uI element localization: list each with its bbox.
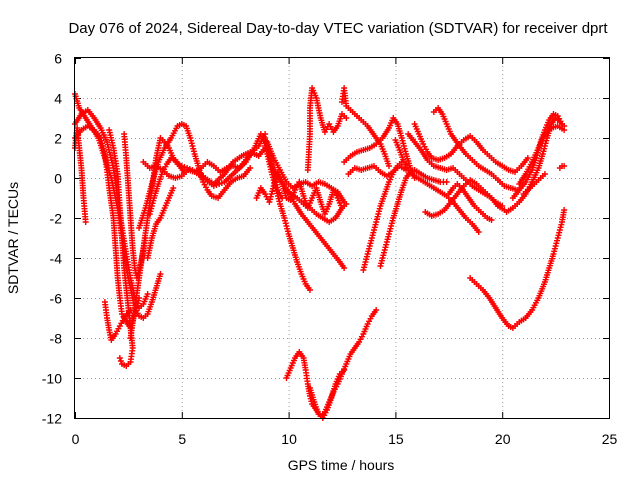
- data-point-marker: [443, 179, 450, 185]
- series-track-27: [392, 137, 482, 235]
- axis-ticks: 0 5 10 15 20 25 -12 -10 -8 -6 -4 -2 0 2 4 6: [42, 51, 618, 448]
- x-axis-label: GPS time / hours: [288, 457, 395, 473]
- data-point-marker: [524, 155, 531, 161]
- x-tick-label: 15: [388, 431, 404, 447]
- plot-frame: [74, 57, 610, 419]
- data-point-marker: [341, 265, 348, 271]
- series-track-30: [430, 105, 521, 193]
- y-tick-label: 2: [54, 131, 62, 147]
- data-point-marker: [561, 163, 568, 169]
- data-point-marker: [561, 207, 568, 213]
- series-track-36: [516, 123, 568, 187]
- y-tick-label: 4: [54, 91, 62, 107]
- data-point-marker: [561, 127, 568, 133]
- y-tick-label: 0: [54, 171, 62, 187]
- series-track-31: [422, 177, 506, 219]
- data-point-marker: [475, 229, 482, 235]
- y-tick-label: -12: [42, 411, 62, 427]
- series-track-07: [121, 131, 149, 281]
- y-tick-label: -2: [50, 211, 63, 227]
- series-track-12: [144, 185, 177, 261]
- data-markers: [72, 85, 568, 421]
- series-track-38: [556, 163, 568, 171]
- series-track-15: [259, 135, 313, 293]
- data-point-marker: [373, 307, 380, 313]
- series-track-17: [264, 139, 348, 205]
- data-point-marker: [341, 367, 348, 373]
- series-track-25: [360, 159, 405, 273]
- series-track-21: [304, 85, 350, 173]
- x-tick-label: 20: [495, 431, 511, 447]
- data-point-marker: [117, 358, 124, 364]
- series-track-32: [445, 181, 495, 223]
- series-track-22: [339, 85, 392, 169]
- x-tick-label: 5: [178, 431, 186, 447]
- x-tick-label: 0: [72, 431, 80, 447]
- y-tick-label: -6: [50, 291, 63, 307]
- x-tick-label: 10: [281, 431, 297, 447]
- data-point-marker: [341, 199, 348, 205]
- y-tick-label: 6: [54, 51, 62, 67]
- data-point-marker: [144, 291, 151, 297]
- series-track-33: [467, 207, 568, 331]
- series-track-11: [146, 155, 187, 217]
- data-point-marker: [385, 163, 392, 169]
- data-point-marker: [170, 185, 177, 191]
- y-tick-label: -10: [42, 371, 62, 387]
- chart-title: Day 076 of 2024, Sidereal Day-to-day VTE…: [68, 20, 608, 37]
- series-track-18: [285, 189, 348, 271]
- data-point-marker: [82, 219, 89, 225]
- data-point-marker: [499, 203, 506, 209]
- series-track-01: [72, 125, 89, 225]
- series-track-35: [509, 111, 566, 201]
- series-track-29: [411, 121, 531, 175]
- data-point-marker: [247, 165, 254, 171]
- data-point-marker: [262, 131, 269, 137]
- data-point-marker: [180, 169, 187, 175]
- y-tick-label: -8: [50, 331, 63, 347]
- series-track-09: [136, 121, 254, 231]
- data-point-marker: [541, 171, 548, 177]
- series-track-26: [377, 167, 450, 269]
- x-tick-label: 25: [602, 431, 618, 447]
- data-point-marker: [306, 287, 313, 293]
- series-track-37: [520, 171, 548, 197]
- y-axis-label: SDTVAR / TECUs: [5, 182, 21, 294]
- data-point-marker: [116, 355, 123, 361]
- data-point-marker: [339, 205, 345, 211]
- y-tick-label: -4: [50, 251, 63, 267]
- data-point-marker: [157, 271, 164, 277]
- data-point-marker: [118, 361, 125, 367]
- data-point-marker: [488, 217, 495, 223]
- data-point-marker: [343, 115, 350, 121]
